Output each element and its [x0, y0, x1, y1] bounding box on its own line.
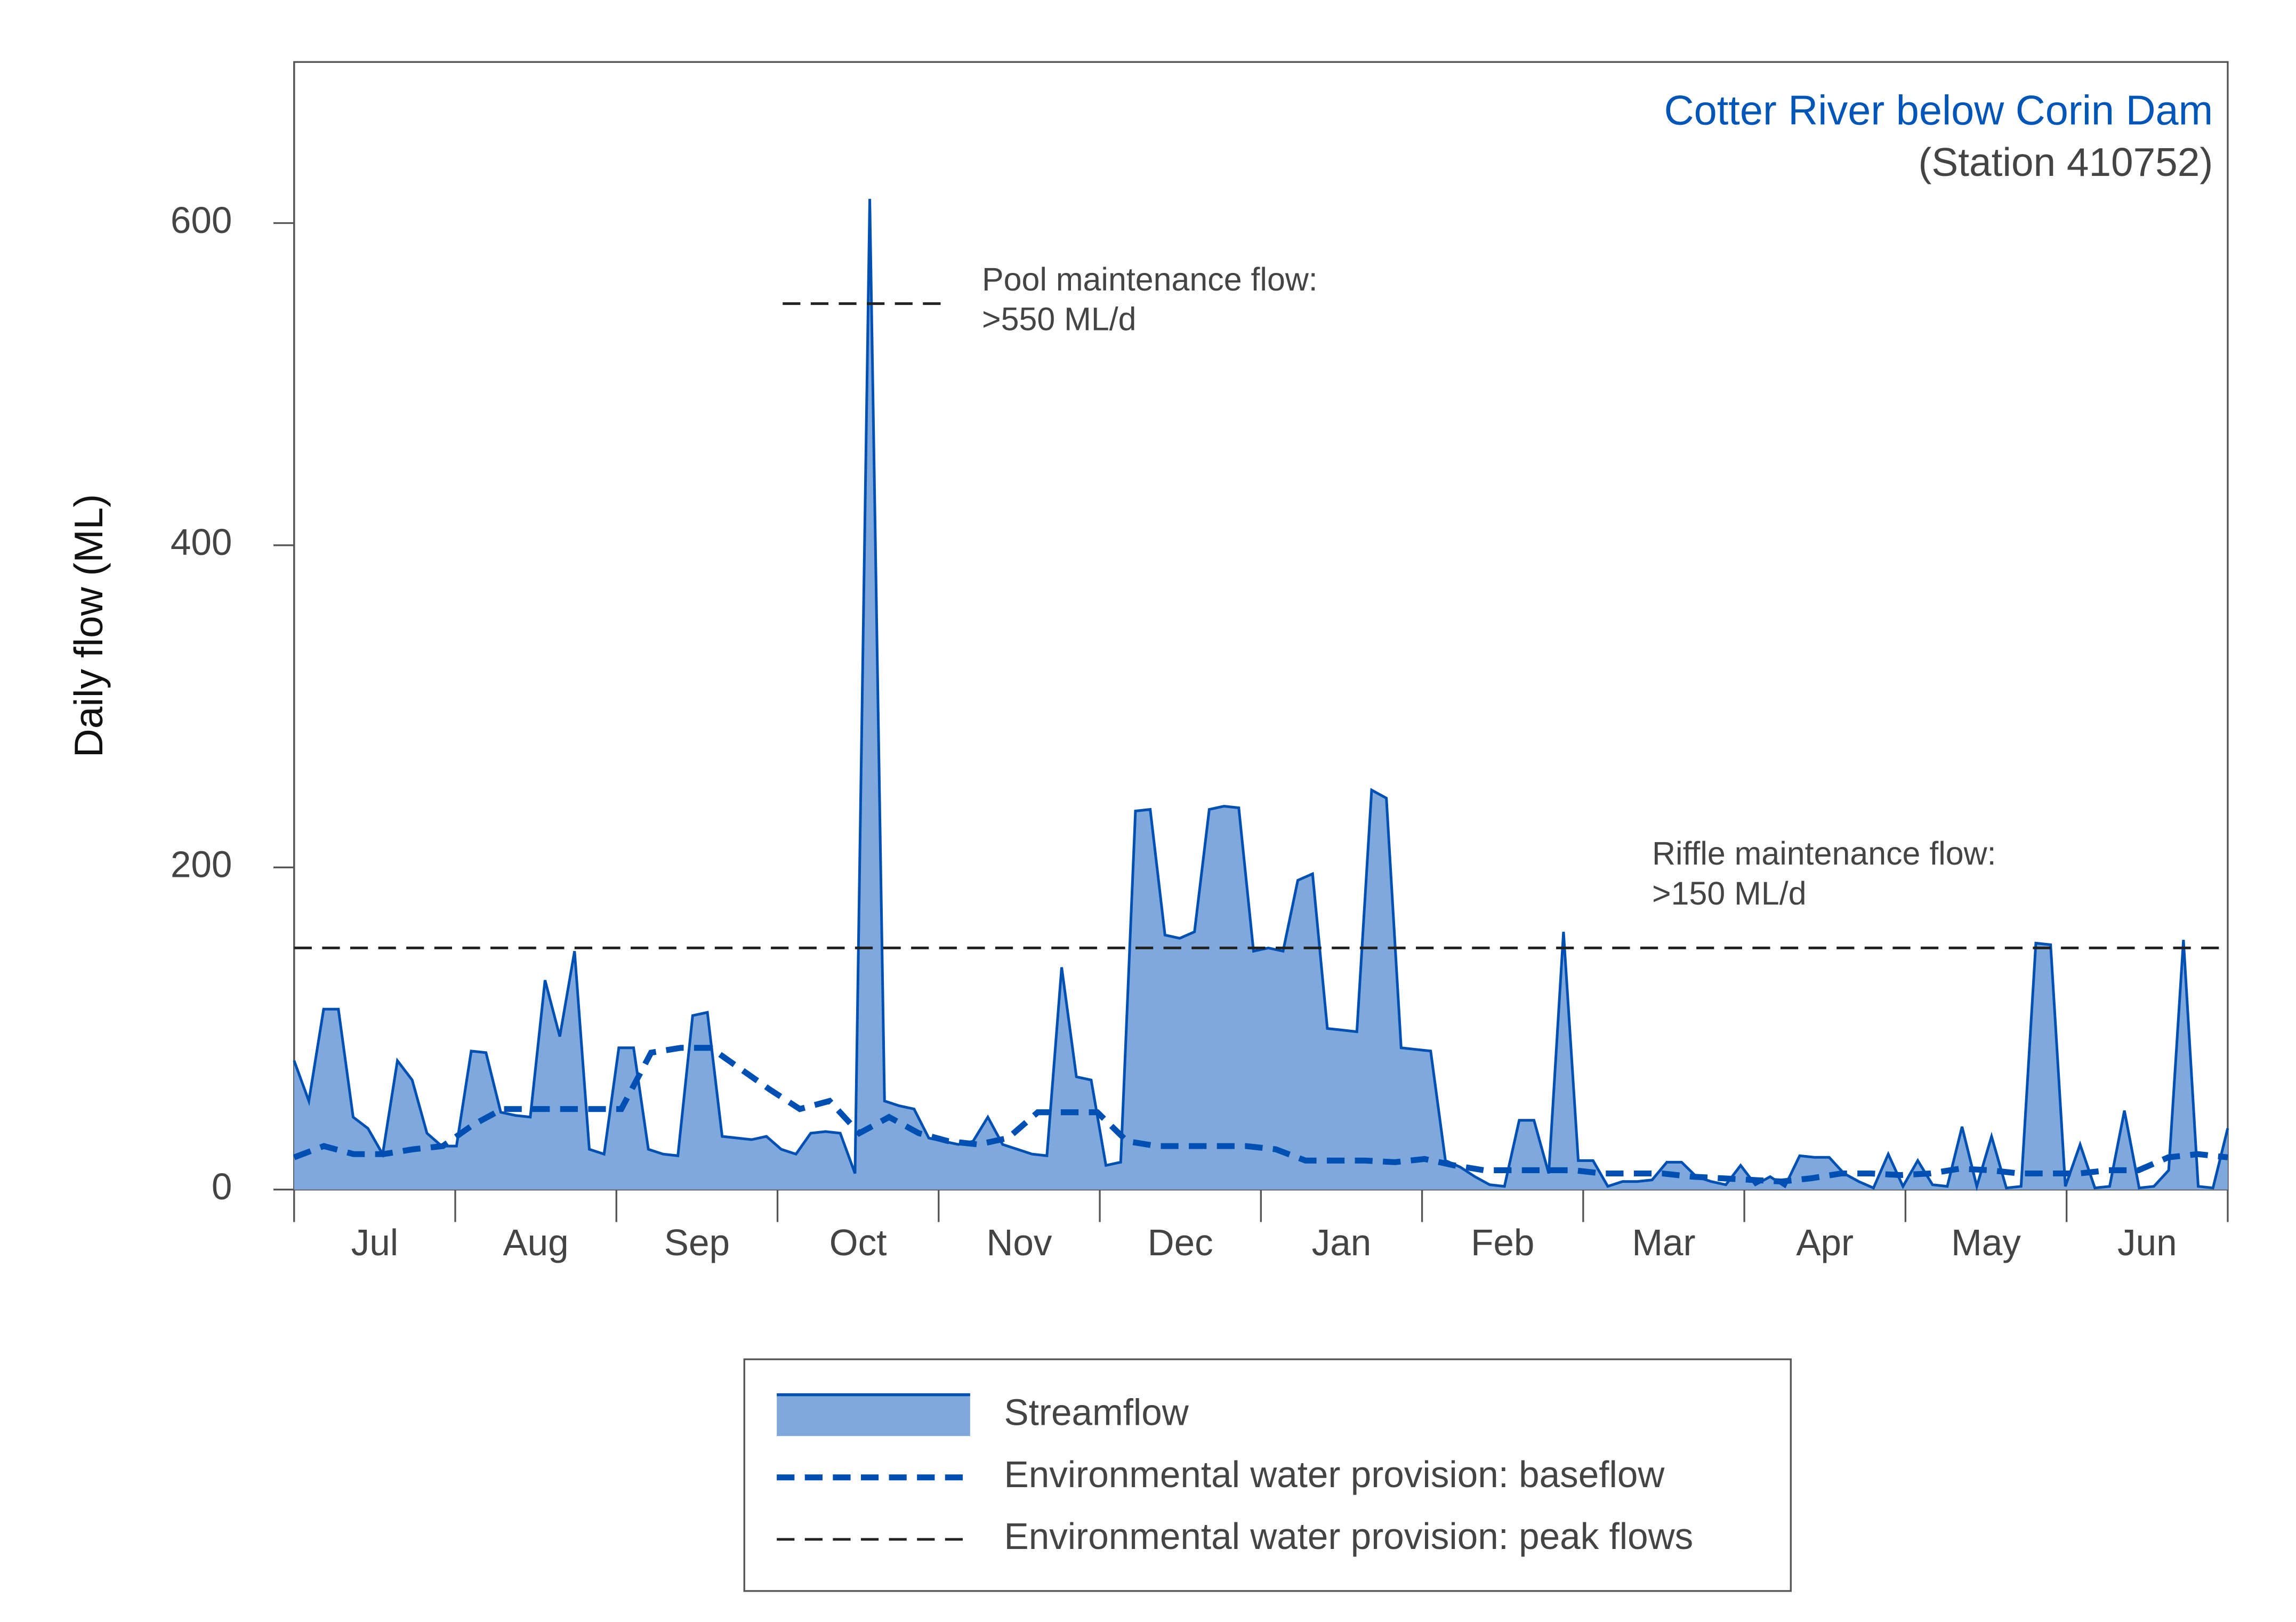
y-axis-label: Daily flow (ML) [66, 494, 111, 757]
x-tick-label: May [1951, 1222, 2021, 1263]
legend-swatch [777, 1394, 970, 1437]
annotation: Riffle maintenance flow: [1652, 835, 1996, 871]
legend-label: Environmental water provision: baseflow [1004, 1454, 1665, 1495]
baseflow-line [293, 1045, 2228, 1185]
x-tick-label: Feb [1471, 1222, 1534, 1263]
y-tick-label: 0 [212, 1166, 232, 1207]
x-tick-label: Jul [351, 1222, 398, 1263]
x-tick-label: Dec [1148, 1222, 1213, 1263]
chart-subtitle: (Station 410752) [1919, 140, 2213, 184]
annotation: Pool maintenance flow: [982, 261, 1318, 297]
legend-label: Streamflow [1004, 1392, 1189, 1433]
x-tick-label: Aug [503, 1222, 569, 1263]
streamflow-area [294, 199, 2228, 1190]
y-tick-label: 400 [171, 521, 232, 563]
x-tick-label: Sep [664, 1222, 730, 1263]
annotation: >150 ML/d [1652, 875, 1807, 911]
annotation: >550 ML/d [982, 301, 1137, 337]
streamflow-line [293, 199, 2229, 1192]
y-tick-label: 600 [171, 199, 232, 241]
x-tick-label: Nov [986, 1222, 1052, 1263]
y-tick-label: 200 [171, 844, 232, 885]
x-tick-label: Jan [1312, 1222, 1372, 1263]
legend-label: Environmental water provision: peak flow… [1004, 1515, 1694, 1557]
x-tick-label: Jun [2117, 1222, 2177, 1263]
chart-title: Cotter River below Corin Dam [1664, 88, 2213, 134]
x-tick-label: Mar [1632, 1222, 1695, 1263]
x-tick-label: Oct [829, 1222, 887, 1263]
x-tick-label: Apr [1796, 1222, 1854, 1263]
